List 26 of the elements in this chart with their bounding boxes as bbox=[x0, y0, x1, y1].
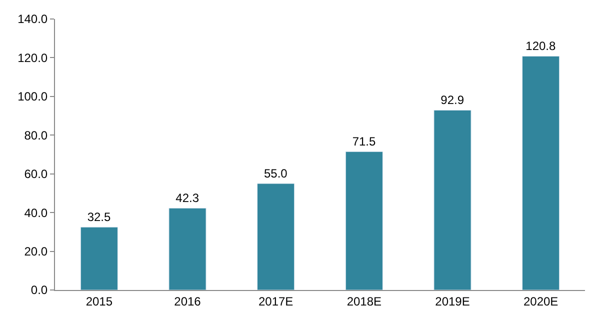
x-tick-label: 2018E bbox=[346, 294, 382, 308]
y-tick-label: 0.0 bbox=[30, 283, 48, 298]
data-label: 32.5 bbox=[87, 210, 112, 224]
y-tick-label: 100.0 bbox=[18, 90, 48, 104]
data-label: 71.5 bbox=[352, 134, 376, 149]
x-tick-label: 2016 bbox=[174, 294, 202, 308]
bar bbox=[434, 110, 472, 290]
y-tick-label: 60.0 bbox=[24, 167, 48, 182]
y-tick-label: 140.0 bbox=[18, 12, 48, 26]
data-label: 55.0 bbox=[264, 166, 288, 181]
bar bbox=[257, 183, 295, 290]
y-tick-label: 20.0 bbox=[24, 244, 48, 258]
bar bbox=[80, 226, 118, 290]
x-tick-label: 2015 bbox=[86, 294, 113, 308]
y-tick-label: 120.0 bbox=[18, 50, 48, 65]
y-tick-label: 80.0 bbox=[24, 128, 48, 142]
bar bbox=[345, 151, 383, 290]
y-tick-label: 40.0 bbox=[24, 206, 48, 220]
bar bbox=[168, 208, 206, 290]
data-label: 42.3 bbox=[176, 191, 200, 206]
x-tick-label: 2020E bbox=[523, 294, 558, 308]
x-tick-label: 2019E bbox=[435, 294, 470, 308]
x-tick-label: 2017E bbox=[258, 294, 294, 308]
data-label: 92.9 bbox=[440, 93, 464, 108]
data-label: 120.8 bbox=[526, 39, 556, 54]
bar bbox=[522, 56, 560, 290]
